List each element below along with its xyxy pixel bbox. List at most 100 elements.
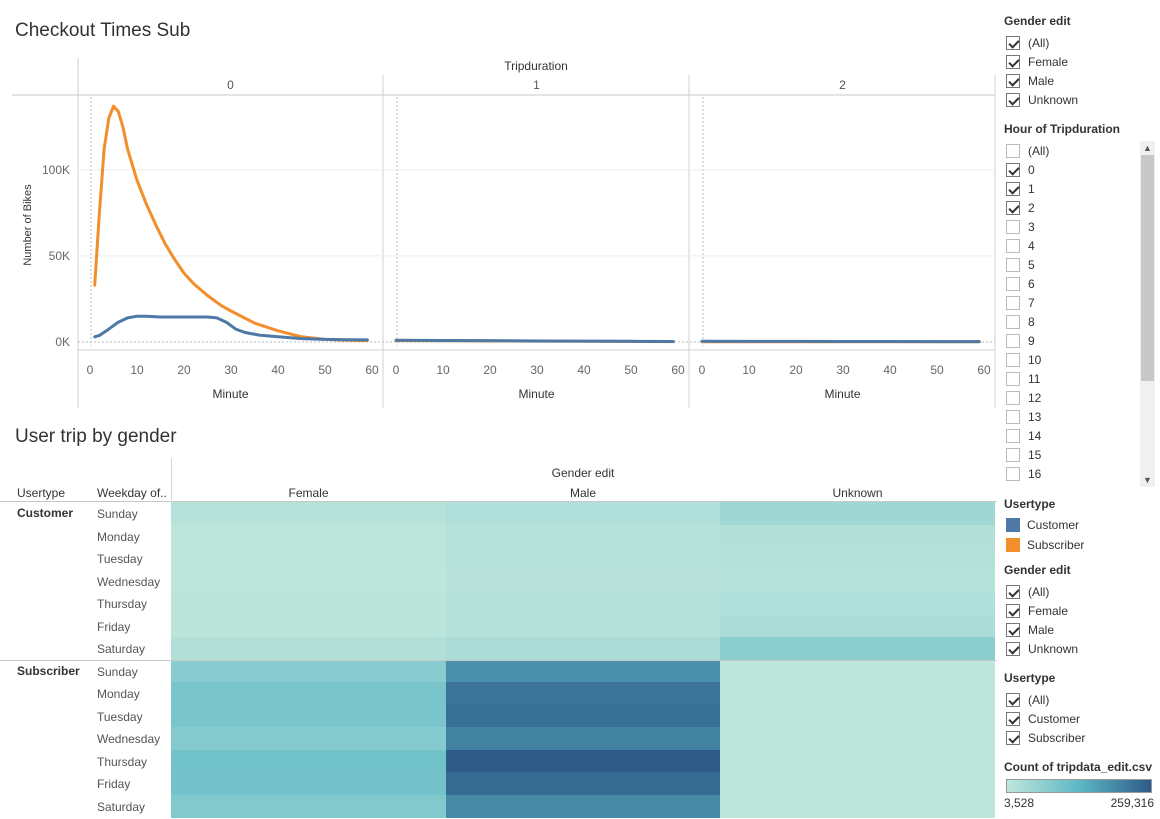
heatmap-cell[interactable] <box>720 502 995 525</box>
checkbox-checked-icon[interactable] <box>1006 200 1020 215</box>
scroll-up-icon[interactable]: ▲ <box>1143 143 1152 153</box>
heatmap-cell[interactable] <box>171 659 446 683</box>
hour-filter-option[interactable]: 4 <box>1004 236 1138 255</box>
heatmap-cell[interactable] <box>171 502 446 525</box>
checkbox-unchecked-icon[interactable] <box>1006 466 1020 481</box>
usertype-legend-item[interactable]: Customer <box>1004 515 1160 535</box>
gender-filter-bottom-option[interactable]: Male <box>1004 620 1160 639</box>
heatmap-cell[interactable] <box>446 704 720 728</box>
checkbox-unchecked-icon[interactable] <box>1006 390 1020 405</box>
checkbox-checked-icon[interactable] <box>1006 603 1020 618</box>
heatmap-cell[interactable] <box>171 772 446 795</box>
hour-filter-option[interactable]: 9 <box>1004 331 1138 350</box>
heatmap-cell[interactable] <box>720 727 995 750</box>
heatmap-cell[interactable] <box>446 547 720 570</box>
heatmap-cell[interactable] <box>720 569 995 593</box>
scroll-down-icon[interactable]: ▼ <box>1143 475 1152 485</box>
hour-filter-option[interactable]: 6 <box>1004 274 1138 293</box>
checkbox-unchecked-icon[interactable] <box>1006 238 1020 253</box>
gender-filter-bottom-option[interactable]: Female <box>1004 601 1160 620</box>
hour-filter-option[interactable]: 2 <box>1004 198 1138 217</box>
checkbox-unchecked-icon[interactable] <box>1006 371 1020 386</box>
hour-filter-option[interactable]: 12 <box>1004 388 1138 407</box>
heatmap-cell[interactable] <box>720 682 995 705</box>
hour-filter-option[interactable]: (All) <box>1004 141 1138 160</box>
checkbox-unchecked-icon[interactable] <box>1006 257 1020 272</box>
hour-filter-option[interactable]: 13 <box>1004 407 1138 426</box>
heatmap-cell[interactable] <box>446 682 720 705</box>
heatmap-cell[interactable] <box>171 794 446 818</box>
hour-filter-option[interactable]: 1 <box>1004 179 1138 198</box>
hour-filter-option[interactable]: 0 <box>1004 160 1138 179</box>
heatmap-cell[interactable] <box>171 682 446 705</box>
heatmap-cell[interactable] <box>171 637 446 660</box>
heatmap-cell[interactable] <box>720 592 995 615</box>
heatmap-cell[interactable] <box>720 659 995 683</box>
checkbox-unchecked-icon[interactable] <box>1006 333 1020 348</box>
heatmap-cell[interactable] <box>720 614 995 638</box>
hour-filter-option[interactable]: 14 <box>1004 426 1138 445</box>
heatmap-cell[interactable] <box>171 547 446 570</box>
heatmap-cell[interactable] <box>446 727 720 750</box>
hour-filter-option[interactable]: 15 <box>1004 445 1138 464</box>
checkbox-unchecked-icon[interactable] <box>1006 143 1020 158</box>
heatmap-cell[interactable] <box>446 772 720 795</box>
heatmap-cell[interactable] <box>171 749 446 773</box>
checkbox-checked-icon[interactable] <box>1006 584 1020 599</box>
checkbox-checked-icon[interactable] <box>1006 73 1020 88</box>
checkbox-unchecked-icon[interactable] <box>1006 295 1020 310</box>
checkbox-checked-icon[interactable] <box>1006 54 1020 69</box>
checkbox-checked-icon[interactable] <box>1006 641 1020 656</box>
hour-filter-option[interactable]: 10 <box>1004 350 1138 369</box>
heatmap-cell[interactable] <box>171 592 446 615</box>
checkbox-unchecked-icon[interactable] <box>1006 276 1020 291</box>
hour-filter-option[interactable]: 3 <box>1004 217 1138 236</box>
checkbox-checked-icon[interactable] <box>1006 181 1020 196</box>
heatmap-cell[interactable] <box>446 502 720 525</box>
heatmap-cell[interactable] <box>446 637 720 660</box>
heatmap-cell[interactable] <box>720 794 995 818</box>
heatmap-cell[interactable] <box>446 569 720 593</box>
heatmap-cell[interactable] <box>446 592 720 615</box>
heatmap-cell[interactable] <box>446 749 720 773</box>
heatmap-cell[interactable] <box>720 772 995 795</box>
heatmap-cell[interactable] <box>171 524 446 548</box>
hour-filter-option[interactable]: 8 <box>1004 312 1138 331</box>
checkbox-checked-icon[interactable] <box>1006 730 1020 745</box>
heatmap-cell[interactable] <box>720 637 995 660</box>
heatmap-cell[interactable] <box>720 749 995 773</box>
hour-filter-scrollbar[interactable]: ▲ ▼ <box>1140 141 1155 487</box>
heatmap-cell[interactable] <box>171 614 446 638</box>
checkbox-checked-icon[interactable] <box>1006 35 1020 50</box>
heatmap-cell[interactable] <box>720 547 995 570</box>
hour-filter-option[interactable]: 16 <box>1004 464 1138 483</box>
checkbox-checked-icon[interactable] <box>1006 92 1020 107</box>
scroll-thumb[interactable] <box>1141 155 1154 381</box>
heatmap-cell[interactable] <box>446 659 720 683</box>
checkbox-unchecked-icon[interactable] <box>1006 352 1020 367</box>
checkbox-unchecked-icon[interactable] <box>1006 428 1020 443</box>
usertype-legend-item[interactable]: Subscriber <box>1004 535 1160 555</box>
checkbox-checked-icon[interactable] <box>1006 692 1020 707</box>
gender-filter-bottom-option[interactable]: (All) <box>1004 582 1160 601</box>
checkbox-unchecked-icon[interactable] <box>1006 314 1020 329</box>
heatmap-cell[interactable] <box>720 704 995 728</box>
usertype-filter-option[interactable]: (All) <box>1004 690 1160 709</box>
heatmap-cell[interactable] <box>171 569 446 593</box>
heatmap-cell[interactable] <box>446 794 720 818</box>
checkbox-unchecked-icon[interactable] <box>1006 219 1020 234</box>
hour-filter-option[interactable]: 5 <box>1004 255 1138 274</box>
gender-filter-top-option[interactable]: Female <box>1004 52 1160 71</box>
heatmap-cell[interactable] <box>446 614 720 638</box>
usertype-filter-option[interactable]: Subscriber <box>1004 728 1160 747</box>
gender-filter-top-option[interactable]: Male <box>1004 71 1160 90</box>
heatmap-cell[interactable] <box>446 524 720 548</box>
checkbox-checked-icon[interactable] <box>1006 711 1020 726</box>
heatmap-cell[interactable] <box>171 704 446 728</box>
gender-filter-top-option[interactable]: Unknown <box>1004 90 1160 109</box>
gender-filter-bottom-option[interactable]: Unknown <box>1004 639 1160 658</box>
heatmap-cell[interactable] <box>720 524 995 548</box>
gender-filter-top-option[interactable]: (All) <box>1004 33 1160 52</box>
heatmap-cell[interactable] <box>171 727 446 750</box>
hour-filter-option[interactable]: 7 <box>1004 293 1138 312</box>
